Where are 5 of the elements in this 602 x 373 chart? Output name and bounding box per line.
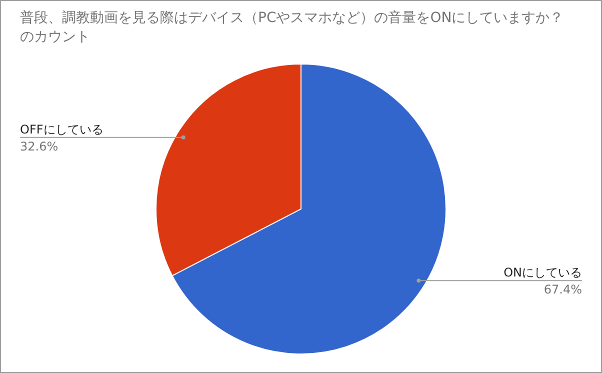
chart-title: 普段、調教動画を見る際はデバイス（PCやスマホなど）の音量をONにしていますか？のカウント xyxy=(20,9,564,45)
slice-label: ONにしている xyxy=(504,266,582,280)
slice-label: OFFにしている xyxy=(20,122,104,136)
data-label: 32.6% xyxy=(20,139,58,154)
data-label: 67.4% xyxy=(544,282,582,297)
